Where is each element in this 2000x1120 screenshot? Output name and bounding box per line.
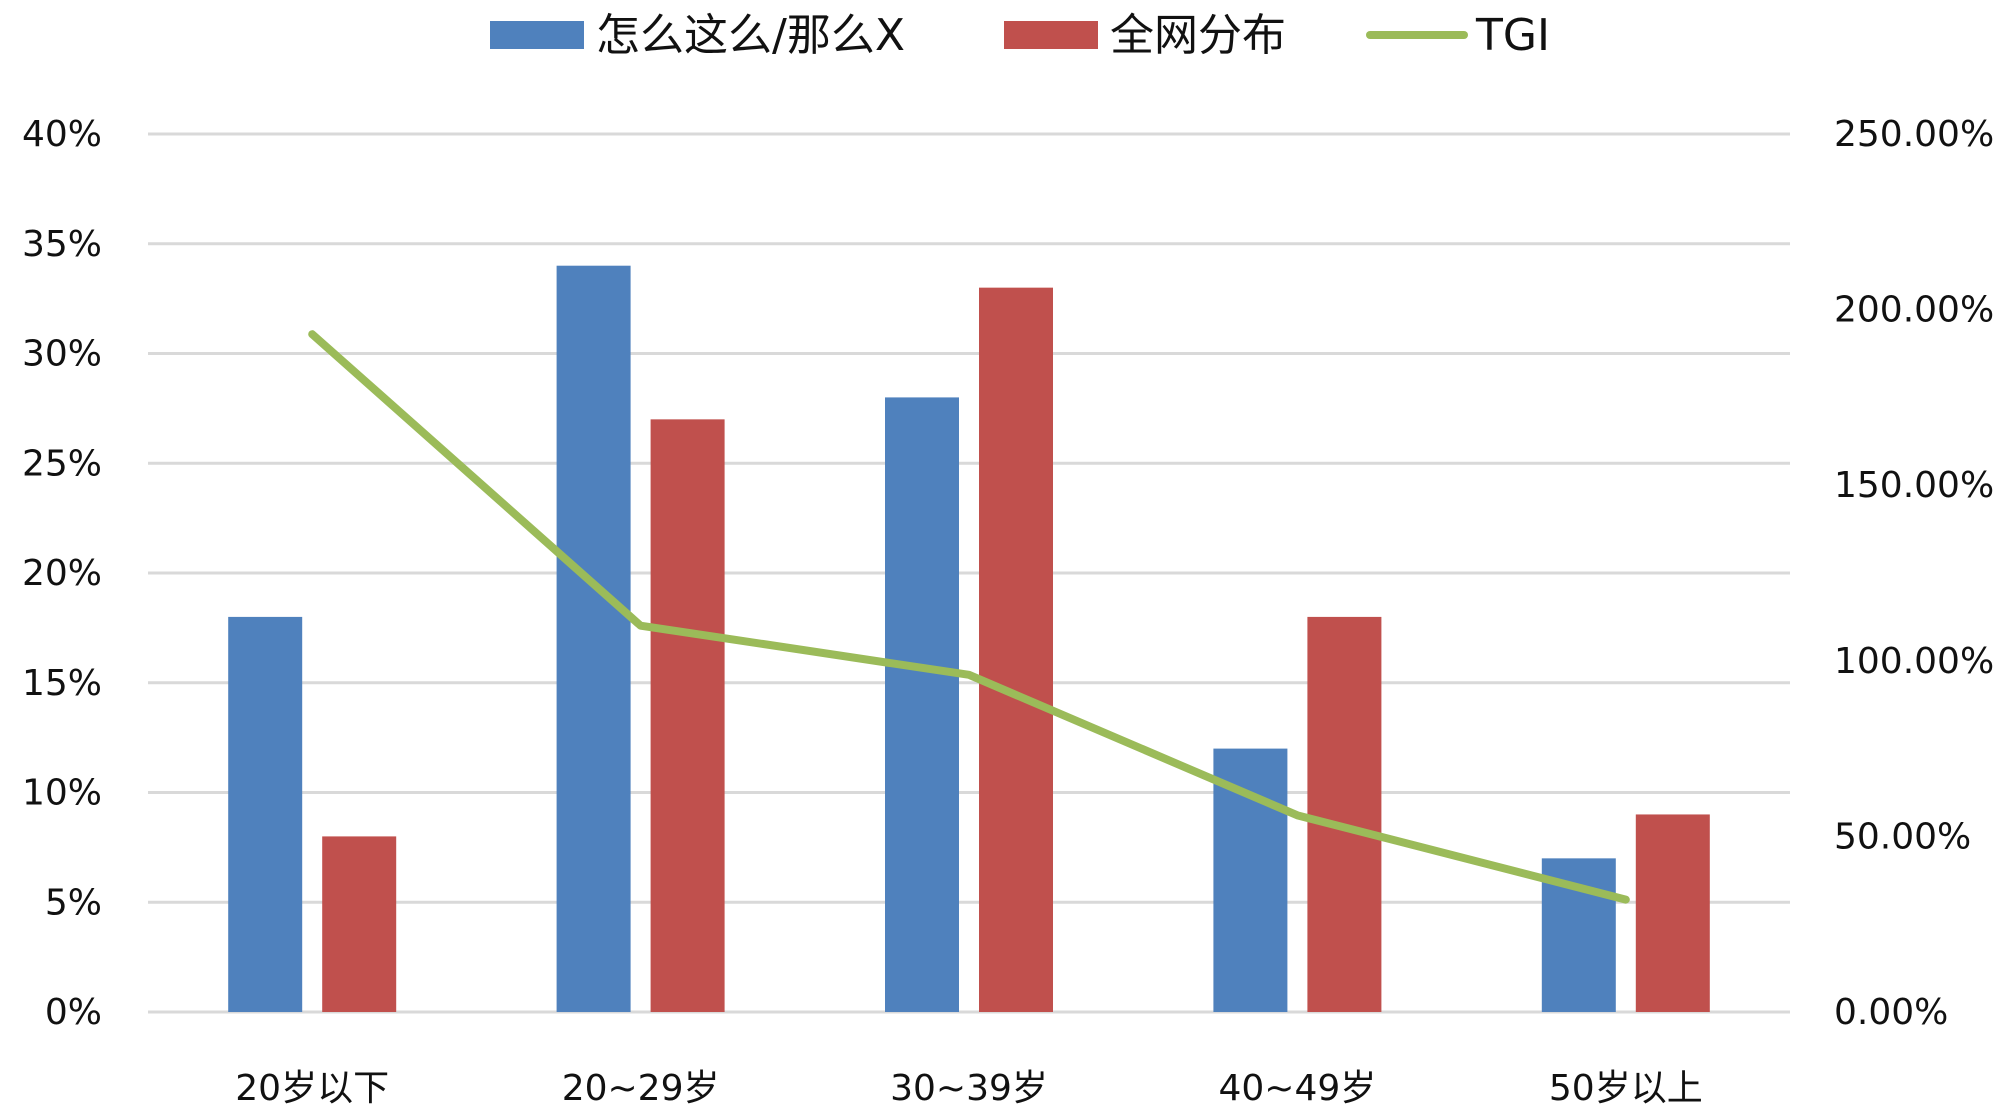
bar-secondary — [1307, 616, 1382, 1012]
x-tick-label: 40~49岁 — [1219, 1068, 1377, 1109]
x-tick-label: 30~39岁 — [890, 1068, 1048, 1109]
tgi-line — [308, 330, 1630, 904]
x-tick-label: 20~29岁 — [562, 1068, 720, 1109]
left-axis: 0% 5% 10% 15% 20% 25% 30% 35% 40% — [22, 114, 102, 1033]
bars — [228, 265, 1710, 1013]
x-tick-label: 50岁以上 — [1549, 1068, 1703, 1109]
bar-secondary — [979, 287, 1053, 1012]
right-tick-label: 100.00% — [1834, 641, 1994, 682]
left-tick-label: 5% — [45, 882, 102, 923]
left-tick-label: 25% — [22, 443, 102, 484]
right-tick-label: 0.00% — [1834, 992, 1948, 1033]
legend-label: 怎么这么/那么X — [596, 10, 905, 61]
right-tick-label: 50.00% — [1834, 816, 1971, 857]
left-tick-label: 40% — [22, 114, 102, 155]
left-tick-label: 20% — [22, 553, 102, 594]
legend-swatch — [490, 21, 584, 49]
left-tick-label: 15% — [22, 663, 102, 704]
legend: 怎么这么/那么X 全网分布 TGI — [490, 10, 1550, 61]
right-tick-label: 150.00% — [1834, 465, 1994, 506]
legend-swatch — [1004, 21, 1098, 49]
bar-secondary — [1635, 814, 1710, 1012]
bar-secondary — [322, 836, 397, 1012]
bar-secondary — [650, 419, 725, 1013]
right-tick-label: 250.00% — [1834, 114, 1994, 155]
left-tick-label: 10% — [22, 773, 102, 814]
left-tick-label: 0% — [45, 992, 102, 1033]
bar-primary — [228, 616, 303, 1012]
legend-label: TGI — [1475, 10, 1550, 61]
right-axis: 0.00% 50.00% 100.00% 150.00% 200.00% 250.00% — [1834, 114, 1994, 1033]
left-tick-label: 30% — [22, 334, 102, 375]
grid-lines — [148, 132, 1790, 1014]
left-tick-label: 35% — [22, 224, 102, 265]
x-tick-label: 20岁以下 — [235, 1068, 389, 1109]
right-tick-label: 200.00% — [1834, 290, 1994, 331]
x-axis: 20岁以下 20~29岁 30~39岁 40~49岁 50岁以上 — [235, 1068, 1702, 1109]
legend-label: 全网分布 — [1110, 10, 1286, 61]
bar-primary — [556, 265, 631, 1012]
tgi-line-layer — [308, 330, 1630, 904]
bar-primary — [885, 397, 959, 1012]
